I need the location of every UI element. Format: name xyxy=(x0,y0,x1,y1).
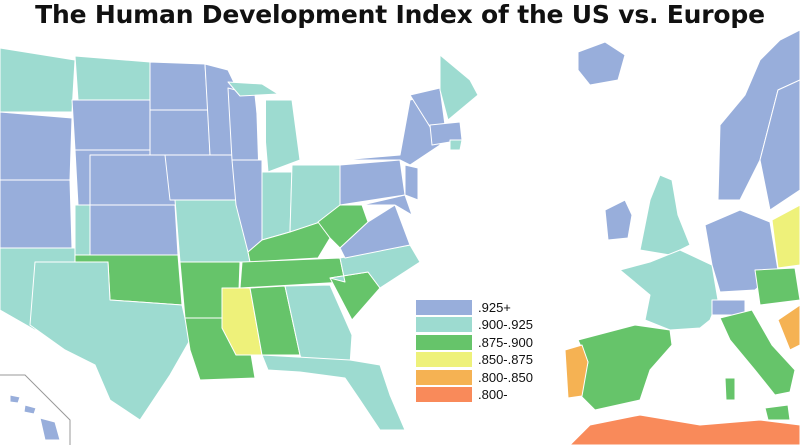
state-maryland xyxy=(361,194,413,216)
legend-label: .800- xyxy=(478,386,508,402)
country-spain xyxy=(577,324,673,411)
legend-label: .850-.875 xyxy=(478,352,533,368)
state-upper-michigan xyxy=(227,81,279,97)
legend-label: .875-.900 xyxy=(478,334,533,350)
state-maine xyxy=(439,54,479,121)
state-tennessee xyxy=(239,257,346,289)
hawaii-inset-border xyxy=(0,374,71,445)
country-ireland xyxy=(604,199,633,241)
state-rhode-island xyxy=(449,139,463,151)
country-sweden xyxy=(759,79,800,211)
state-new-mexico xyxy=(74,204,91,263)
us-map xyxy=(0,47,479,445)
state-iowa xyxy=(164,154,237,201)
state-florida xyxy=(261,354,406,431)
legend-label: .925+ xyxy=(478,300,511,315)
country-france xyxy=(619,249,719,331)
legend-label: .800-.850 xyxy=(478,369,533,385)
country-portugal xyxy=(564,344,589,399)
legend-swatch xyxy=(416,386,472,402)
country-norway xyxy=(717,29,800,201)
state-idaho xyxy=(0,111,73,181)
state-south-dakota xyxy=(149,109,211,156)
state-michigan xyxy=(261,99,301,173)
legend-swatch xyxy=(416,369,472,385)
lake-michigan xyxy=(256,100,266,160)
state-mississippi xyxy=(221,287,263,356)
lake-erie xyxy=(300,150,345,165)
legend-swatch xyxy=(416,317,472,333)
country-uk-britain xyxy=(639,174,691,256)
legend-swatch xyxy=(416,334,472,350)
country-iceland xyxy=(577,41,626,86)
legend-label: .900-.925 xyxy=(478,317,533,333)
state-north-dakota xyxy=(149,61,209,111)
state-virginia xyxy=(339,204,411,259)
state-washington xyxy=(0,47,76,113)
europe-map xyxy=(564,29,800,445)
state-hawaii xyxy=(9,394,61,441)
state-montana xyxy=(74,55,151,101)
country-czechia-austria xyxy=(754,267,800,306)
state-texas xyxy=(29,261,191,421)
state-new-jersey xyxy=(404,164,419,201)
legend-swatch xyxy=(416,352,472,368)
country-sardinia xyxy=(724,377,736,401)
legend-swatch xyxy=(416,300,472,315)
country-north-africa xyxy=(569,414,800,445)
country-poland xyxy=(771,204,800,269)
state-wyoming xyxy=(71,99,151,151)
country-sicily xyxy=(764,404,791,421)
page-title: The Human Development Index of the US vs… xyxy=(35,0,765,29)
country-balkans xyxy=(777,304,800,351)
state-indiana xyxy=(261,171,293,241)
state-kansas xyxy=(89,204,179,256)
state-utah xyxy=(0,179,73,249)
country-italy xyxy=(719,309,796,396)
